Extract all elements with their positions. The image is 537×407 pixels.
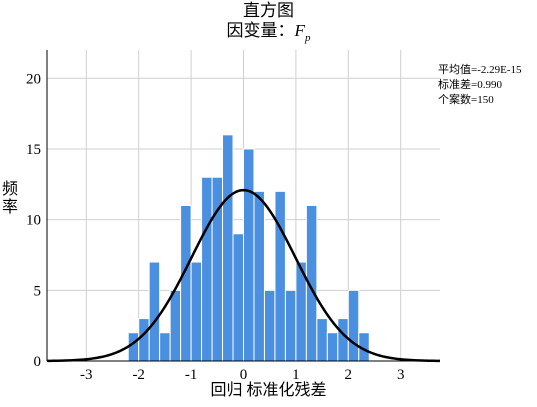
x-tick-label: -1 bbox=[185, 367, 198, 383]
histogram-bar bbox=[169, 289, 182, 362]
histogram-bar bbox=[243, 148, 255, 362]
histogram-bar bbox=[263, 289, 276, 362]
y-axis-label: 频率 bbox=[2, 181, 19, 216]
x-tick-label: 0 bbox=[240, 367, 248, 383]
histogram-bar bbox=[180, 205, 192, 362]
histogram-bar bbox=[222, 134, 234, 362]
x-axis-label: 回归 标准化残差 bbox=[210, 382, 327, 399]
x-tick-label: 1 bbox=[292, 367, 300, 383]
curve-layer bbox=[46, 188, 441, 363]
y-tick-label: 15 bbox=[26, 142, 41, 158]
histogram-bar bbox=[337, 318, 349, 362]
histogram-bar bbox=[253, 190, 265, 362]
histogram-bar bbox=[138, 318, 150, 362]
chart-subtitle: 因变量：Fp bbox=[0, 21, 537, 44]
y-tick-label: 10 bbox=[26, 213, 41, 229]
histogram-bar bbox=[190, 261, 203, 362]
histogram-bar bbox=[159, 332, 171, 362]
stat-sd: 标准差=0.990 bbox=[438, 79, 502, 91]
histogram-bar bbox=[284, 289, 297, 362]
y-tick-label: 20 bbox=[26, 71, 41, 87]
x-tick-label: 3 bbox=[397, 367, 405, 383]
histogram-bar bbox=[148, 261, 161, 362]
bar-layer bbox=[127, 134, 370, 362]
y-tick-label: 5 bbox=[34, 283, 42, 299]
x-tick-label: 2 bbox=[345, 367, 353, 383]
histogram-bar bbox=[274, 190, 286, 362]
histogram-bar bbox=[316, 318, 328, 362]
y-tick-label: 0 bbox=[34, 354, 42, 370]
subtitle-subscript: p bbox=[304, 32, 311, 44]
histogram-bar bbox=[201, 176, 213, 362]
stat-n: 个案数=150 bbox=[438, 94, 494, 106]
stat-mean: 平均值=-2.29E-15 bbox=[438, 64, 522, 76]
subtitle-prefix: 因变量： bbox=[226, 21, 295, 40]
axis-layer bbox=[46, 50, 440, 362]
histogram-bar bbox=[326, 332, 339, 362]
normal-curve bbox=[46, 188, 441, 363]
x-tick-label: -3 bbox=[80, 367, 93, 383]
histogram-bar bbox=[347, 289, 360, 362]
subtitle-variable: F bbox=[294, 21, 305, 40]
chart-title: 直方图 bbox=[243, 1, 294, 20]
tick-layer: -3 -2 -1 0 1 2 3 0 5 10 15 20 bbox=[26, 71, 404, 383]
x-tick-label: -2 bbox=[132, 367, 145, 383]
histogram-bar bbox=[232, 233, 245, 362]
